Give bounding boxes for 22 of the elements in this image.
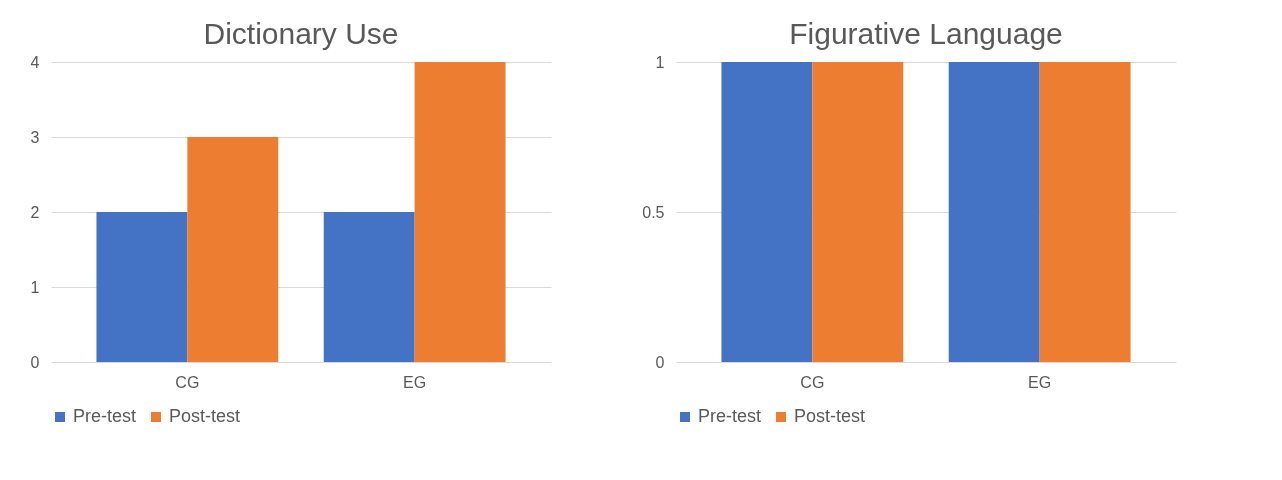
y-tick-label: 0 bbox=[655, 353, 665, 371]
y-tick-label: 4 bbox=[30, 53, 40, 71]
bar bbox=[187, 137, 279, 362]
bar bbox=[414, 62, 506, 362]
chart-title: Dictionary Use bbox=[203, 17, 399, 50]
legend-label: Pre-test bbox=[73, 406, 137, 426]
chart-title: Figurative Language bbox=[789, 17, 1063, 50]
legend-label: Post-test bbox=[794, 406, 866, 426]
bar bbox=[323, 212, 415, 362]
x-tick-label: EG bbox=[403, 373, 427, 391]
y-tick-label: 0 bbox=[30, 353, 40, 371]
legend-label: Post-test bbox=[169, 406, 241, 426]
x-tick-label: EG bbox=[1028, 373, 1052, 391]
x-tick-label: CG bbox=[800, 373, 825, 391]
legend-label: Pre-test bbox=[698, 406, 762, 426]
y-tick-label: 3 bbox=[30, 128, 40, 146]
y-tick-label: 1 bbox=[30, 278, 40, 296]
bar bbox=[96, 212, 188, 362]
x-tick-label: CG bbox=[175, 373, 200, 391]
y-tick-label: 0.5 bbox=[642, 203, 665, 221]
y-tick-label: 1 bbox=[655, 53, 665, 71]
y-tick-label: 2 bbox=[30, 203, 40, 221]
